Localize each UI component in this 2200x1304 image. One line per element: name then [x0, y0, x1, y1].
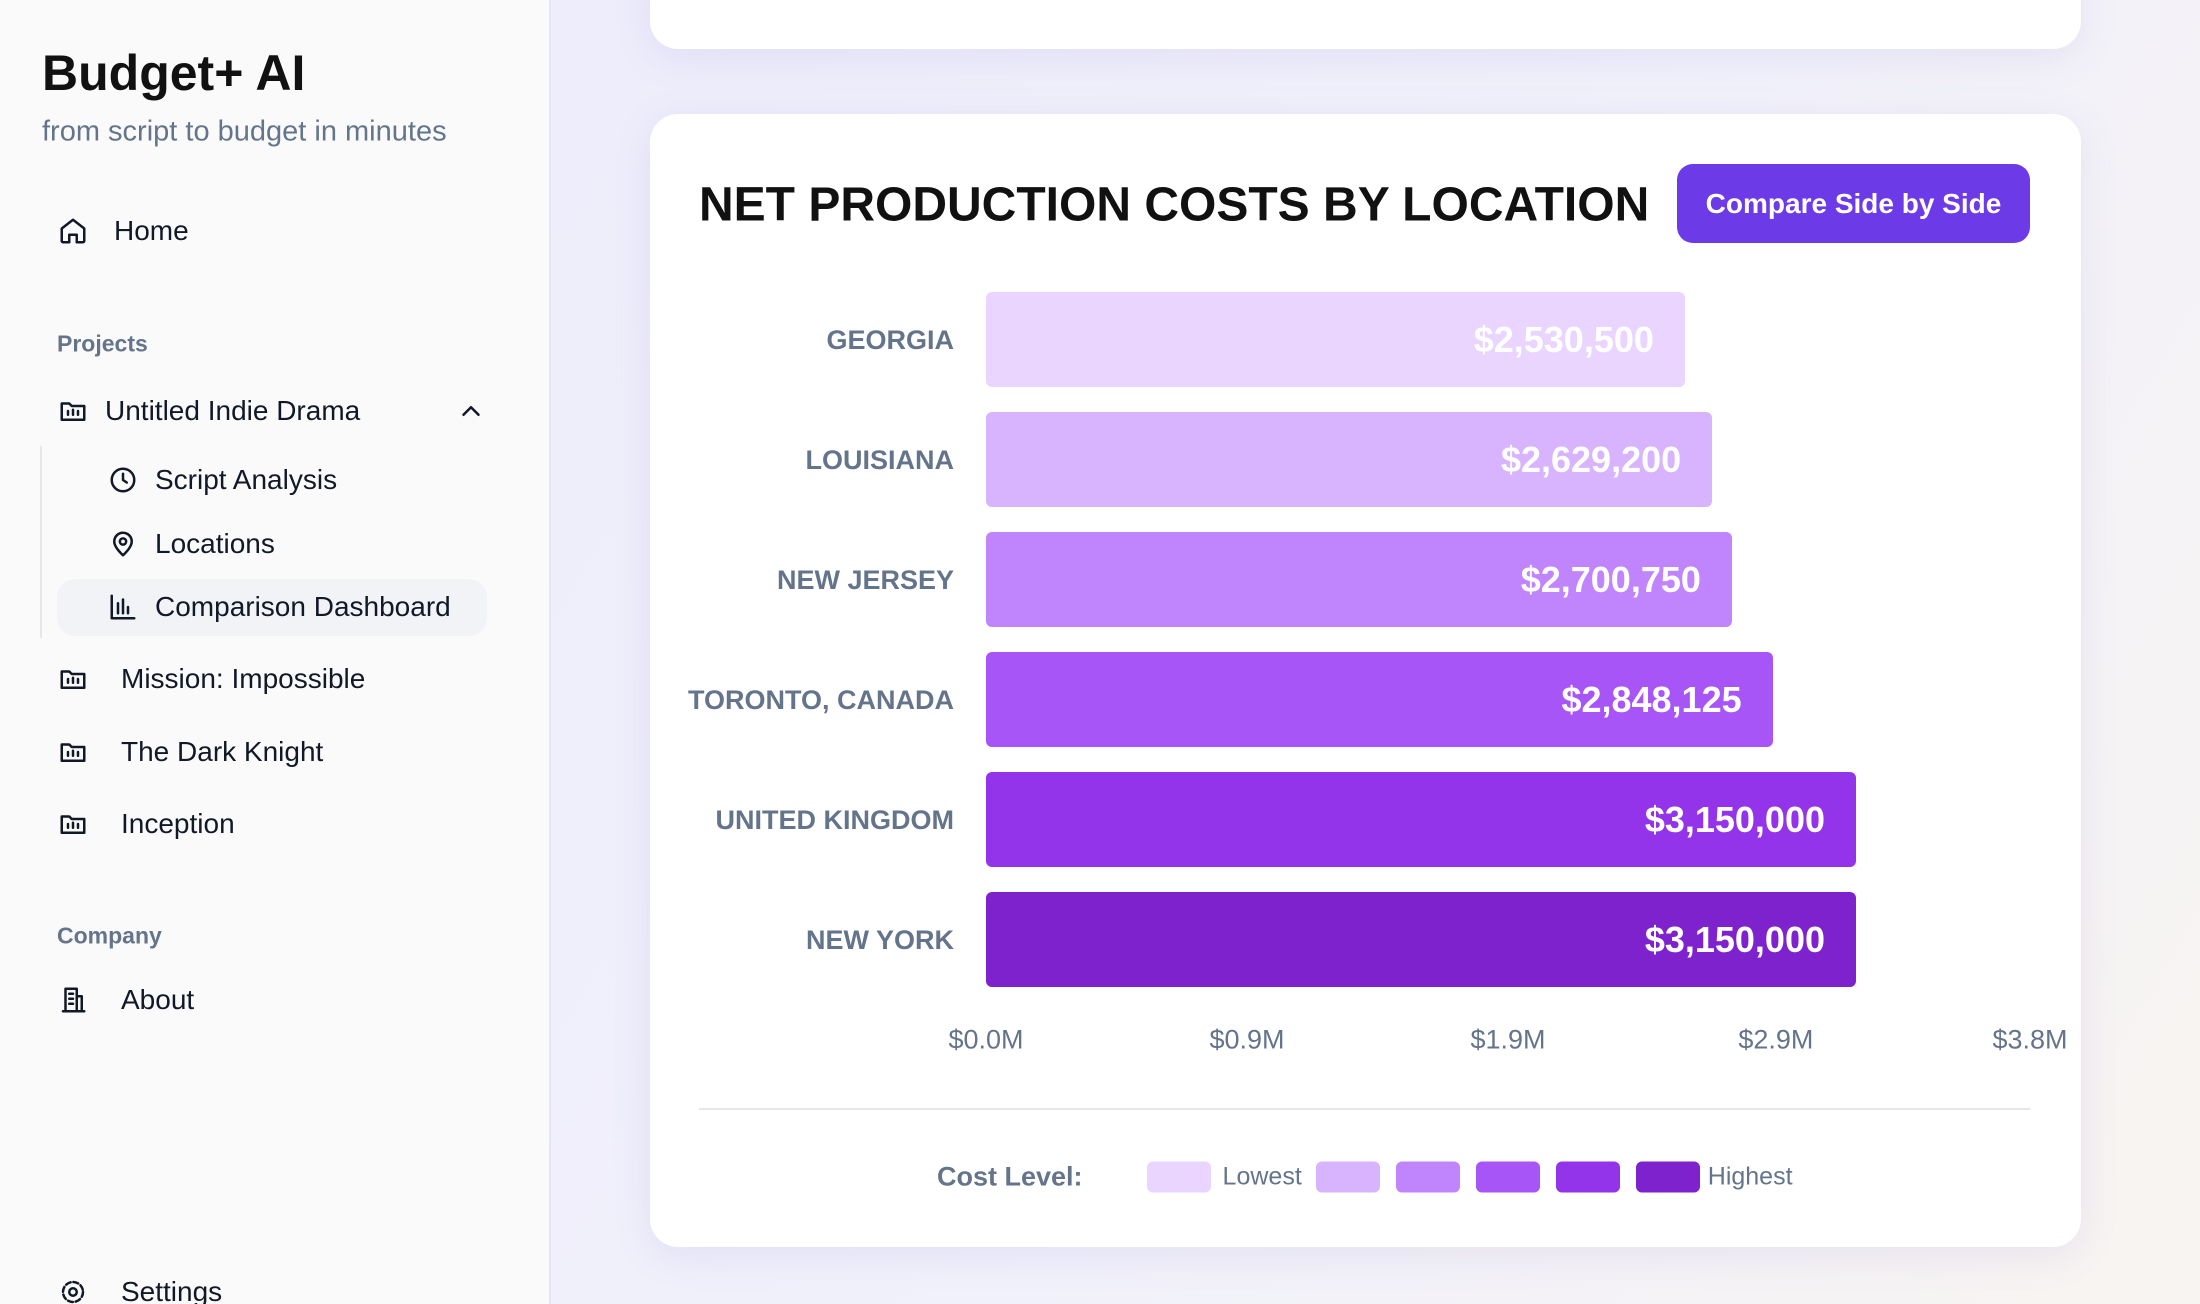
chevron[interactable] [456, 396, 486, 426]
x-tick-label: $2.9M [1738, 1024, 1814, 1055]
divider [699, 1108, 2030, 1110]
category-label: LOUISIANA [805, 444, 955, 475]
card [650, 0, 2081, 49]
bar: $2,700,750 [986, 532, 1732, 627]
value-label: $2,848,125 [1561, 678, 1742, 720]
legend-low: Lowest [1222, 1162, 1302, 1191]
subpage[interactable]: Locations [155, 528, 275, 559]
value-label: $2,629,200 [1500, 438, 1682, 480]
project[interactable]: Mission: Impossible [121, 663, 366, 694]
nav-home[interactable]: Home [114, 215, 189, 246]
project[interactable]: Inception [121, 808, 235, 839]
folder-icon [60, 815, 86, 834]
tagline: from script to budget in minutes [42, 115, 447, 148]
legend-swatch [1315, 1161, 1380, 1193]
category-label: NEW JERSEY [776, 564, 954, 595]
bar: $2,629,200 [986, 412, 1713, 507]
legend-swatch [1635, 1161, 1700, 1193]
project[interactable]: Untitled Indie Drama [105, 395, 361, 426]
bar: $2,530,500 [986, 292, 1685, 387]
legend-swatch [1555, 1161, 1620, 1193]
legend-swatch [1146, 1161, 1211, 1193]
chart-title: NET PRODUCTION COSTS BY LOCATION [699, 178, 1650, 232]
sidebar: Budget+ AI from script to budget in minu… [0, 0, 551, 1304]
brand: Budget+ AI [42, 45, 306, 101]
legend-swatch [1475, 1161, 1540, 1193]
bar: $2,848,125 [986, 652, 1773, 747]
legend-swatch [1395, 1161, 1460, 1193]
tree-line [40, 446, 42, 638]
legend-high: Highest [1707, 1162, 1793, 1191]
folder-icon [60, 670, 86, 689]
value-label: $2,700,750 [1520, 558, 1701, 600]
value-label: $2,530,500 [1473, 318, 1654, 360]
subpage[interactable]: Comparison Dashboard [155, 591, 451, 622]
category-label: GEORGIA [826, 324, 954, 355]
x-tick-label: $3.8M [1992, 1024, 2068, 1055]
category-label: NEW YORK [805, 924, 954, 955]
nav-about[interactable]: About [121, 984, 195, 1015]
value-label: $3,150,000 [1644, 918, 1825, 960]
folder-icon [60, 743, 86, 762]
chart: $0.0M $0.9M $1.9M $2.9M $3.8M GEORGIA $2,530,5… [650, 114, 2081, 1247]
category-label: TORONTO, CANADA [687, 684, 954, 715]
clock-icon [110, 467, 136, 493]
compare-button[interactable]: Compare Side by Side [1677, 164, 2030, 243]
legend-title: Cost Level: [937, 1161, 1083, 1192]
project[interactable]: The Dark Knight [121, 736, 324, 767]
pin-icon [113, 531, 133, 557]
bar: $3,150,000 [986, 772, 1856, 867]
folder-icon [60, 402, 86, 421]
legend: Cost Level: Lowest Highest [937, 1161, 1793, 1193]
home-icon [60, 218, 86, 244]
category-label: UNITED KINGDOM [715, 804, 955, 835]
nav-settings[interactable]: Settings [121, 1276, 223, 1304]
x-tick-label: $0.9M [1209, 1024, 1285, 1055]
chart-card: NET PRODUCTION COSTS BY LOCATION Compare… [650, 114, 2081, 1247]
x-tick-label: $0.0M [948, 1024, 1024, 1055]
chart-icon [110, 594, 136, 620]
subpage[interactable]: Script Analysis [155, 464, 338, 495]
value-label: $3,150,000 [1644, 798, 1825, 840]
gear-icon [61, 1280, 85, 1304]
section-heading: Company [57, 922, 162, 949]
bar: $3,150,000 [986, 892, 1856, 987]
building-icon [61, 987, 86, 1013]
x-tick-label: $1.9M [1470, 1024, 1546, 1055]
section-heading: Projects [57, 330, 148, 357]
